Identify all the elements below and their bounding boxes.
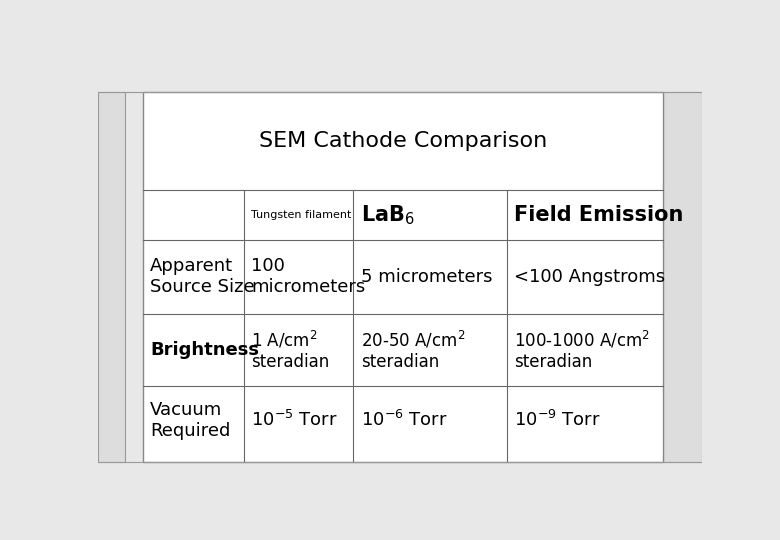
Text: Vacuum
Required: Vacuum Required	[150, 401, 230, 440]
Text: Field Emission: Field Emission	[514, 205, 683, 225]
Text: 10$^{-5}$ Torr: 10$^{-5}$ Torr	[251, 410, 338, 430]
Text: 10$^{-6}$ Torr: 10$^{-6}$ Torr	[360, 410, 447, 430]
Text: 100
micrometers: 100 micrometers	[251, 258, 366, 296]
Text: 5 micrometers: 5 micrometers	[360, 268, 492, 286]
Text: 10$^{-9}$ Torr: 10$^{-9}$ Torr	[514, 410, 601, 430]
Text: 1 A/cm$^2$
steradian: 1 A/cm$^2$ steradian	[251, 329, 330, 371]
Bar	[663, 92, 702, 462]
Bar	[98, 92, 125, 462]
Text: LaB$_6$: LaB$_6$	[360, 203, 414, 227]
Text: Brightness: Brightness	[150, 341, 259, 359]
Text: Apparent
Source Size: Apparent Source Size	[150, 258, 255, 296]
Text: SEM Cathode Comparison: SEM Cathode Comparison	[259, 131, 547, 151]
Bar	[143, 92, 663, 462]
Text: <100 Angstroms: <100 Angstroms	[514, 268, 665, 286]
Text: 20-50 A/cm$^2$
steradian: 20-50 A/cm$^2$ steradian	[360, 329, 465, 371]
Text: 100-1000 A/cm$^2$
steradian: 100-1000 A/cm$^2$ steradian	[514, 329, 650, 371]
Text: Tungsten filament: Tungsten filament	[251, 210, 352, 220]
